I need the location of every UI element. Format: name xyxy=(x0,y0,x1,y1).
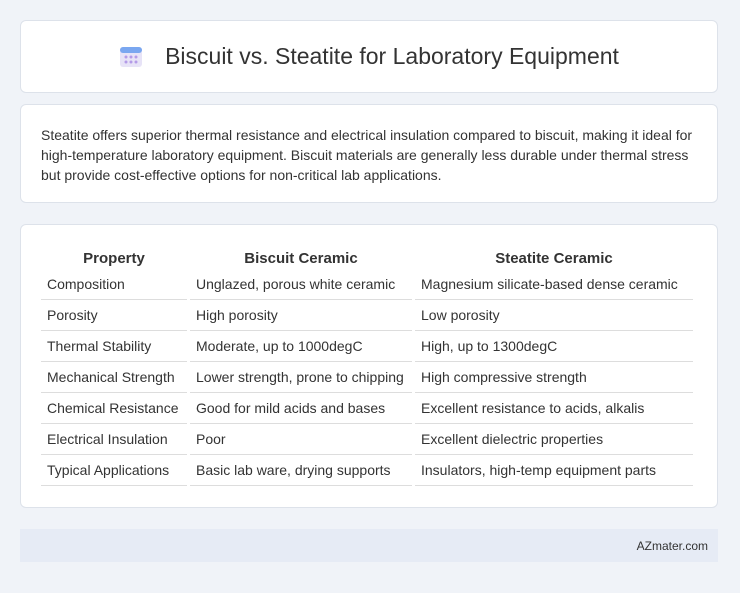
row: Typical Applications Basic lab ware, dryi… xyxy=(41,455,693,486)
cell: High, up to 1300degC xyxy=(415,331,693,362)
footer: AZmater.com xyxy=(20,529,718,562)
cell: Poor xyxy=(190,424,412,455)
column-header: Biscuit Ceramic xyxy=(244,249,358,267)
cell: Electrical Insulation xyxy=(41,424,187,455)
row: Thermal Stability Moderate, up to 1000deg… xyxy=(41,331,693,362)
title: Biscuit vs. Steatite for Laboratory Equi… xyxy=(165,43,619,69)
cell: Mechanical Strength xyxy=(41,362,187,393)
cell: Low porosity xyxy=(415,300,693,331)
cell: Insulators, high-temp equipment parts xyxy=(415,455,693,486)
summary: Steatite offers superior thermal resista… xyxy=(20,104,718,203)
cell: Composition xyxy=(41,269,187,300)
table: Property Biscuit Ceramic Steatite Ceramic C… xyxy=(38,245,696,486)
cell: Excellent dielectric properties xyxy=(415,424,693,455)
cell: High compressive strength xyxy=(415,362,693,393)
cell: Thermal Stability xyxy=(41,331,187,362)
cell: Excellent resistance to acids, alkalis xyxy=(415,393,693,424)
calendar-icon xyxy=(120,46,143,67)
cell: Good for mild acids and bases xyxy=(190,393,412,424)
header: Biscuit vs. Steatite for Laboratory Equi… xyxy=(20,20,718,93)
row: Electrical Insulation Poor Excellent diele… xyxy=(41,424,693,455)
cell: Porosity xyxy=(41,300,187,331)
cell: High porosity xyxy=(190,300,412,331)
cell: Typical Applications xyxy=(41,455,187,486)
cell: Basic lab ware, drying supports xyxy=(190,455,412,486)
table-card: Property Biscuit Ceramic Steatite Ceramic C… xyxy=(20,224,718,508)
cell: Magnesium silicate-based dense ceramic xyxy=(415,269,693,300)
column-header: Property xyxy=(83,249,145,267)
row: Porosity High porosity Low porosity xyxy=(41,300,693,331)
cell: Lower strength, prone to chipping xyxy=(190,362,412,393)
column-header: Steatite Ceramic xyxy=(495,249,613,267)
cell: Unglazed, porous white ceramic xyxy=(190,269,412,300)
cell: Moderate, up to 1000degC xyxy=(190,331,412,362)
row: Mechanical Strength Lower strength, prone… xyxy=(41,362,693,393)
row: Composition Unglazed, porous white cerami… xyxy=(41,269,693,300)
row: Chemical Resistance Good for mild acids a… xyxy=(41,393,693,424)
cell: Chemical Resistance xyxy=(41,393,187,424)
